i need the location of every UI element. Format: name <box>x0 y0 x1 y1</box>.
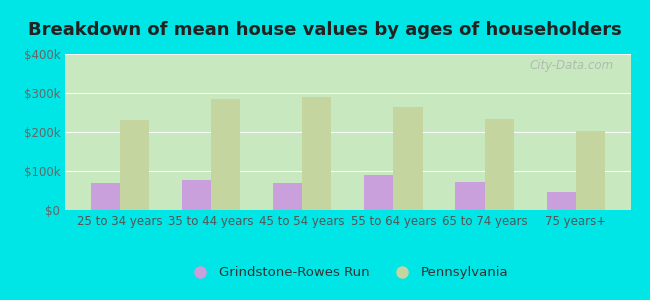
Bar <box>120 119 149 210</box>
Bar <box>576 131 605 210</box>
Bar <box>302 97 332 210</box>
Legend: Grindstone-Rowes Run, Pennsylvania: Grindstone-Rowes Run, Pennsylvania <box>182 261 514 284</box>
Bar <box>182 180 211 210</box>
Bar <box>211 99 240 210</box>
Bar <box>456 182 484 210</box>
Bar <box>393 107 422 210</box>
Text: City-Data.com: City-Data.com <box>529 59 614 72</box>
Bar <box>364 175 393 210</box>
Bar <box>547 193 576 210</box>
Bar <box>484 119 514 210</box>
Bar <box>90 183 120 210</box>
Bar <box>273 184 302 210</box>
Text: Breakdown of mean house values by ages of householders: Breakdown of mean house values by ages o… <box>28 21 622 39</box>
